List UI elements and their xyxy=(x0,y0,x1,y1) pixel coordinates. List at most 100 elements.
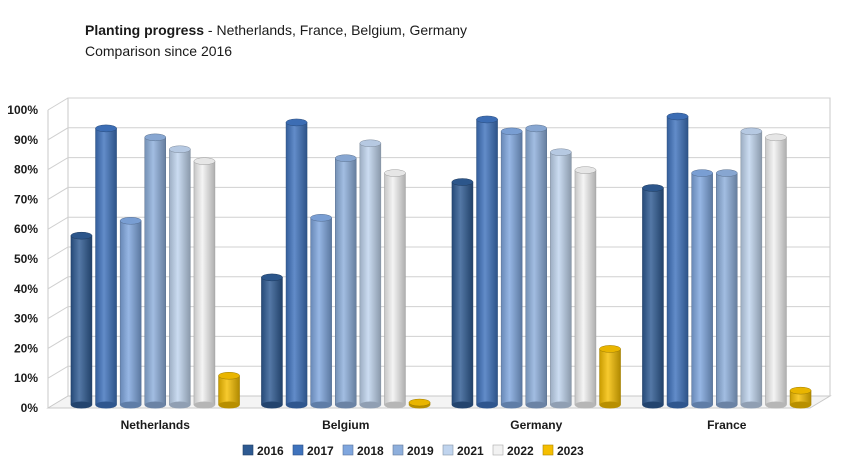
bar-body xyxy=(550,151,572,406)
chart-title-block: Planting progress - Netherlands, France,… xyxy=(85,20,467,62)
bar xyxy=(384,169,406,409)
bar xyxy=(476,115,498,409)
legend-label: 2021 xyxy=(457,444,484,458)
bar xyxy=(218,371,240,409)
legend-item: 2023 xyxy=(542,444,584,458)
bar-top-cap xyxy=(285,118,308,127)
bar-body xyxy=(642,187,664,406)
x-tick-label: Netherlands xyxy=(121,418,191,432)
bar-top-cap xyxy=(525,124,547,133)
legend-item: 2016 xyxy=(242,444,284,458)
bar xyxy=(765,133,787,409)
bar-bottom-cap xyxy=(384,401,406,409)
bar-top-cap xyxy=(310,214,332,222)
bar-top-cap xyxy=(359,139,382,148)
bar-top-cap xyxy=(451,178,474,186)
bar-body xyxy=(691,172,713,406)
bar-body xyxy=(359,143,382,406)
bar-bottom-cap xyxy=(144,401,166,409)
y-tick-label: 50% xyxy=(14,252,38,266)
y-tick-label: 20% xyxy=(14,341,38,355)
chart-subtitle: Comparison since 2016 xyxy=(85,43,233,59)
bar xyxy=(359,139,382,409)
bar-body xyxy=(193,160,216,406)
bar-top-cap xyxy=(599,345,621,353)
bar-bottom-cap xyxy=(667,401,689,409)
bar xyxy=(169,145,191,409)
bar xyxy=(716,169,738,409)
bar-top-cap xyxy=(169,145,191,154)
bar-body xyxy=(218,375,240,406)
bar-body xyxy=(716,172,738,406)
bar-body xyxy=(335,157,357,406)
bar-bottom-cap xyxy=(169,401,191,409)
bar xyxy=(70,231,93,409)
bar-bottom-cap xyxy=(193,401,215,409)
legend-item: 2021 xyxy=(442,444,484,458)
bar-body xyxy=(740,131,763,406)
bar-body xyxy=(451,181,474,406)
legend-label: 2018 xyxy=(357,444,384,458)
bar-top-cap xyxy=(119,217,142,225)
legend-swatch xyxy=(492,444,504,456)
legend-swatch xyxy=(542,444,554,456)
legend-swatch xyxy=(242,444,254,456)
bar-top-cap xyxy=(218,371,240,380)
bar-body xyxy=(500,131,523,406)
bar xyxy=(408,398,431,409)
bar-top-cap xyxy=(193,157,216,165)
bar-body xyxy=(476,119,498,406)
bar-body xyxy=(599,348,621,406)
bar-top-cap xyxy=(408,398,431,407)
bar-top-cap xyxy=(789,386,812,395)
bar xyxy=(500,127,523,409)
legend-item: 2018 xyxy=(342,444,384,458)
bar-body xyxy=(666,116,689,406)
bar xyxy=(95,124,117,409)
y-tick-label: 80% xyxy=(14,163,38,177)
bar-bottom-cap xyxy=(716,401,738,409)
chart-title-rest: - Netherlands, France, Belgium, Germany xyxy=(204,22,468,38)
bar-top-cap xyxy=(716,169,738,177)
bar-bottom-cap xyxy=(525,401,547,409)
bar xyxy=(642,184,664,409)
bar-top-cap xyxy=(95,124,117,133)
bar-top-cap xyxy=(384,169,406,177)
bar-body xyxy=(144,137,166,406)
bar xyxy=(451,178,474,409)
legend-item: 2019 xyxy=(392,444,434,458)
bar-bottom-cap xyxy=(310,401,332,409)
x-tick-label: France xyxy=(707,418,747,432)
bar xyxy=(599,345,621,409)
bar-body xyxy=(169,149,191,406)
bar-bottom-cap xyxy=(359,401,381,409)
bar-bottom-cap xyxy=(790,401,812,409)
bar-body xyxy=(384,172,406,406)
y-tick-label: 0% xyxy=(21,401,39,415)
y-tick-label: 40% xyxy=(14,282,38,296)
bar-body xyxy=(310,217,332,406)
bar-bottom-cap xyxy=(691,401,713,409)
bar xyxy=(335,154,357,409)
bar-top-cap xyxy=(261,273,283,282)
bar-bottom-cap xyxy=(335,401,357,409)
bar-bottom-cap xyxy=(765,401,787,409)
bar-top-cap xyxy=(740,127,763,136)
bar xyxy=(550,148,572,409)
y-tick-label: 100% xyxy=(7,103,38,117)
legend-swatch xyxy=(292,444,304,456)
x-tick-label: Belgium xyxy=(322,418,369,432)
bar xyxy=(789,386,812,409)
y-tick-label: 30% xyxy=(14,312,38,326)
bar xyxy=(740,127,763,409)
bar xyxy=(261,273,283,409)
bar xyxy=(144,133,166,409)
bar-body xyxy=(119,220,142,406)
legend-item: 2022 xyxy=(492,444,534,458)
y-tick-label: 60% xyxy=(14,222,38,236)
bar-bottom-cap xyxy=(95,401,117,409)
bar-bottom-cap xyxy=(218,401,240,409)
legend-label: 2017 xyxy=(307,444,334,458)
y-tick-label: 10% xyxy=(14,371,38,385)
